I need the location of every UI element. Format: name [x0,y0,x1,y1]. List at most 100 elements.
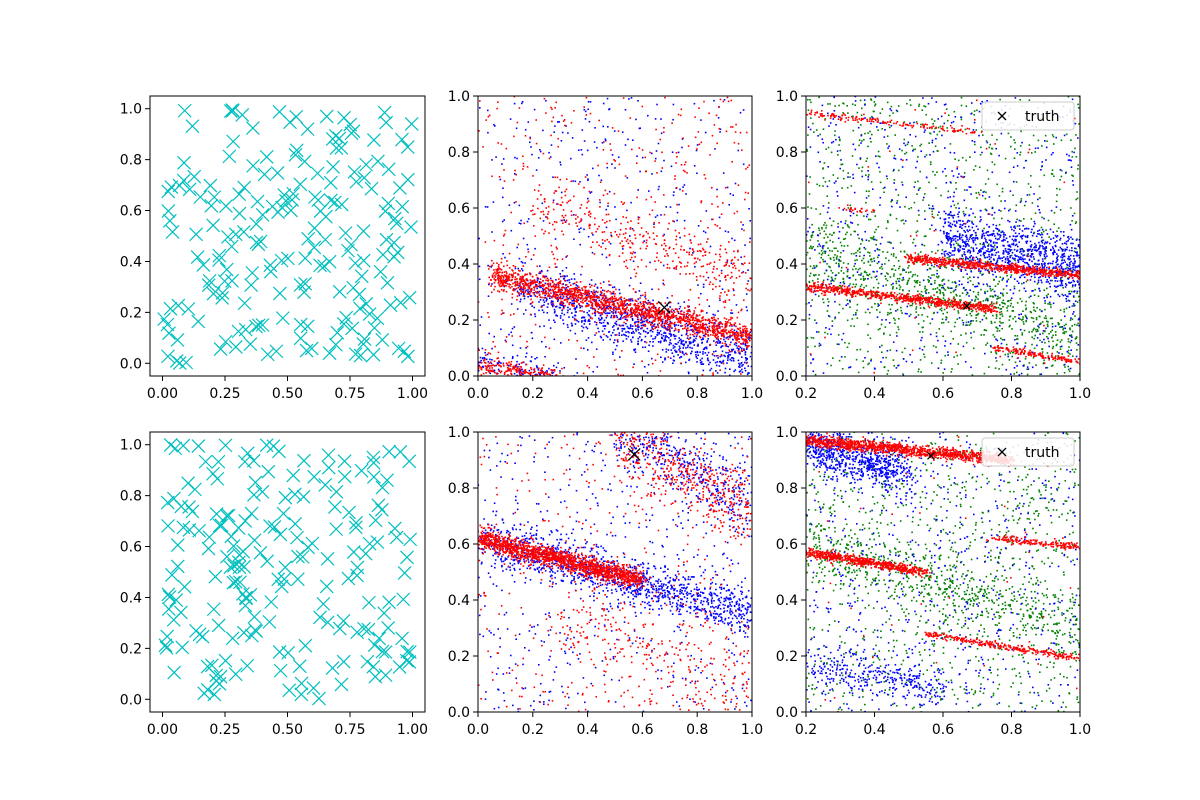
scatter-point [585,297,588,300]
scatter-point [723,306,726,309]
scatter-point [571,290,573,293]
scatter-point [1024,314,1027,317]
scatter-point [272,104,287,119]
scatter-point [638,306,640,309]
scatter-point [514,365,516,368]
scatter-point [688,338,690,340]
scatter-point [830,224,833,227]
scatter-point [647,331,650,334]
scatter-point [699,326,702,328]
scatter-point [574,286,577,289]
scatter-point [483,360,485,362]
scatter-point [705,210,708,212]
scatter-point [702,353,704,355]
scatter-point [678,339,681,342]
scatter-point [715,278,717,281]
scatter-point [523,297,526,300]
scatter-point [724,248,727,251]
scatter-point [888,312,891,315]
scatter-point [522,290,524,292]
scatter-point [634,291,637,293]
scatter-point [673,311,676,313]
scatter-point [554,297,557,299]
scatter-point [607,289,610,292]
scatter-point [529,374,532,376]
scatter-point [699,331,702,333]
scatter-point [811,231,814,234]
scatter-point [731,334,733,337]
scatter-point [611,301,613,303]
scatter-point [497,269,500,271]
scatter-point [614,293,616,295]
scatter-point [587,178,589,180]
scatter-point [587,320,589,322]
scatter-point [534,282,537,284]
scatter-point [578,296,580,299]
scatter-point [637,314,639,316]
scatter-point [903,251,906,253]
scatter-point [718,253,721,256]
scatter-point [648,236,651,239]
scatter-point [481,347,484,350]
scatter-point [535,274,538,276]
scatter-point [602,311,605,313]
scatter-point [615,320,618,323]
scatter-point [835,258,838,260]
scatter-point [1009,324,1011,327]
scatter-point [478,349,480,351]
scatter-point [744,341,747,344]
scatter-point [552,295,554,298]
scatter-point [628,327,631,330]
scatter-point [704,250,707,253]
scatter-point [552,116,555,119]
scatter-point [682,340,685,342]
scatter-point [708,320,711,323]
scatter-point [522,276,525,278]
scatter-point [696,314,699,317]
scatter-point [669,206,672,208]
scatter-point [671,308,673,311]
scatter-point [609,143,611,145]
scatter-point [702,326,704,328]
scatter-point [500,313,503,315]
scatter-point [746,373,749,376]
scatter-point [514,276,517,278]
scatter-point [561,219,564,222]
scatter-point [915,308,917,310]
scatter-point [595,296,598,299]
scatter-point [620,315,623,317]
scatter-point [557,285,560,287]
scatter-point [699,359,702,361]
scatter-point [834,277,837,280]
scatter-point [522,295,525,297]
scatter-point [600,322,603,324]
scatter-point [683,343,686,346]
scatter-point [505,281,508,283]
scatter-point [520,278,523,280]
scatter-point [606,312,609,314]
scatter-point [700,325,703,328]
scatter-point [508,361,510,364]
scatter-point [713,319,716,321]
scatter-point [969,312,971,315]
scatter-point [704,231,707,234]
scatter-point [974,300,976,302]
scatter-point [491,291,493,294]
scatter-point [702,286,705,288]
scatter-point [623,316,626,318]
scatter-point [549,297,551,299]
scatter-point [907,271,910,274]
scatter-point [898,284,901,287]
scatter-point [637,321,640,324]
scatter-point [889,276,892,278]
scatter-point [550,303,553,306]
scatter-point [739,327,741,329]
scatter-point [733,141,736,144]
scatter-point [519,281,522,284]
scatter-point [653,223,655,225]
scatter-point [584,176,587,178]
scatter-point [562,120,565,122]
scatter-point [593,289,595,292]
scatter-point [660,318,663,321]
scatter-point [614,167,616,169]
